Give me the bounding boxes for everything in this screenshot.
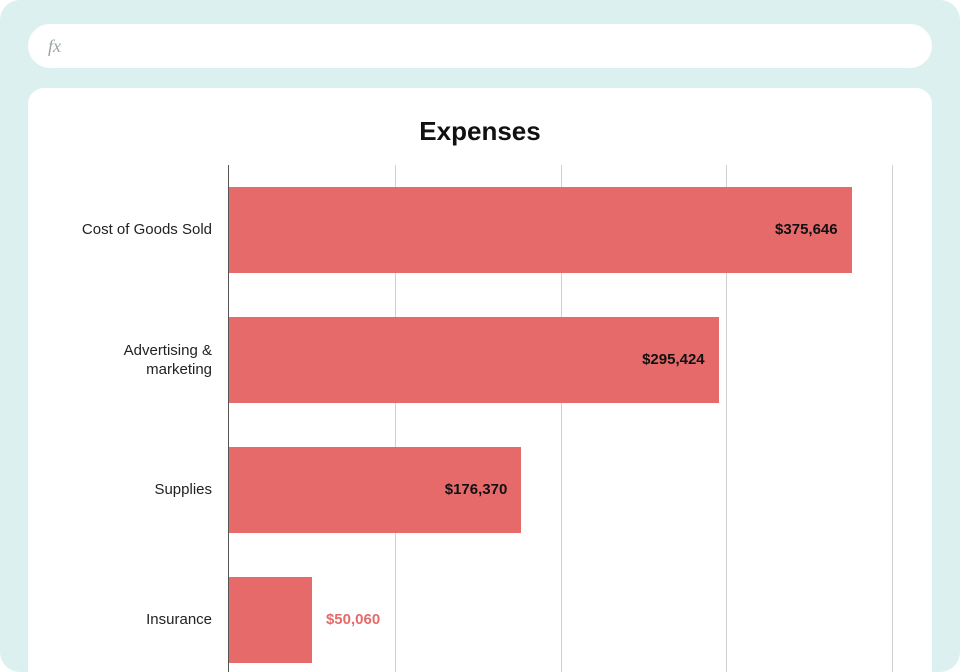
bar-value: $375,646 [775,221,852,238]
bars-container: $375,646 $295,424 $176,370 [229,165,892,672]
y-label: Insurance [68,555,228,672]
y-label: Cost of Goods Sold [68,165,228,295]
bar-row: $50,060 [229,555,892,672]
y-label: Supplies [68,425,228,555]
bar-value: $50,060 [326,611,380,628]
bar-advertising: $295,424 [229,317,719,403]
gridline [892,165,893,672]
chart-plot-area: $375,646 $295,424 $176,370 [228,165,892,672]
bar-cost-of-goods: $375,646 [229,187,852,273]
bar-row: $375,646 [229,165,892,295]
chart-card: Expenses Cost of Goods Sold Advertising … [28,88,932,672]
chart-body: Cost of Goods Sold Advertising & marketi… [68,165,892,672]
y-label: Advertising & marketing [68,295,228,425]
bar-insurance: $50,060 [229,577,312,663]
bar-supplies: $176,370 [229,447,521,533]
bar-value: $176,370 [445,481,522,498]
y-axis-labels: Cost of Goods Sold Advertising & marketi… [68,165,228,672]
formula-bar[interactable]: fx [28,24,932,68]
fx-icon: fx [48,36,61,57]
bar-row: $295,424 [229,295,892,425]
chart-title: Expenses [68,116,892,147]
bar-value: $295,424 [642,351,719,368]
bar-row: $176,370 [229,425,892,555]
app-frame: fx Expenses Cost of Goods Sold Advertisi… [0,0,960,672]
